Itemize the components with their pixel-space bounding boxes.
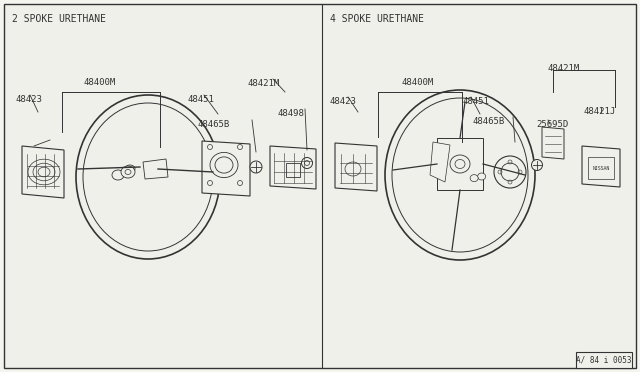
- Ellipse shape: [385, 90, 535, 260]
- Text: 48400M: 48400M: [402, 78, 434, 87]
- Text: 25695D: 25695D: [536, 120, 568, 129]
- Text: 48423: 48423: [330, 97, 357, 106]
- Ellipse shape: [305, 160, 310, 166]
- Polygon shape: [22, 146, 64, 198]
- Ellipse shape: [455, 160, 465, 169]
- Text: 48465B: 48465B: [473, 117, 505, 126]
- Polygon shape: [542, 127, 564, 159]
- Polygon shape: [437, 138, 483, 190]
- Ellipse shape: [125, 170, 131, 174]
- Text: 2 SPOKE URETHANE: 2 SPOKE URETHANE: [12, 14, 106, 24]
- Ellipse shape: [121, 166, 135, 178]
- Text: 48498: 48498: [278, 109, 305, 118]
- Ellipse shape: [477, 173, 486, 180]
- Polygon shape: [430, 142, 450, 182]
- Ellipse shape: [450, 155, 470, 173]
- Ellipse shape: [470, 174, 478, 182]
- Text: 4 SPOKE URETHANE: 4 SPOKE URETHANE: [330, 14, 424, 24]
- Text: 48423: 48423: [15, 95, 42, 104]
- Ellipse shape: [435, 168, 444, 175]
- Ellipse shape: [531, 160, 543, 170]
- Ellipse shape: [250, 161, 262, 173]
- Text: 48421J: 48421J: [584, 107, 616, 116]
- Bar: [588, 157, 614, 179]
- Text: 48451: 48451: [188, 95, 215, 104]
- Polygon shape: [202, 141, 250, 196]
- Polygon shape: [143, 159, 168, 179]
- Ellipse shape: [301, 157, 312, 169]
- Ellipse shape: [112, 170, 124, 180]
- Text: 48421M: 48421M: [248, 79, 280, 88]
- Polygon shape: [582, 146, 620, 187]
- Ellipse shape: [494, 156, 526, 188]
- Bar: [576, 352, 632, 368]
- Ellipse shape: [125, 165, 135, 173]
- Bar: [286, 163, 300, 177]
- Text: NISSAN: NISSAN: [593, 166, 610, 170]
- Polygon shape: [335, 143, 377, 191]
- Ellipse shape: [501, 163, 519, 181]
- Text: A/ 84 i 0053: A/ 84 i 0053: [576, 356, 632, 365]
- Ellipse shape: [76, 95, 220, 259]
- Polygon shape: [270, 146, 316, 189]
- Text: 48465B: 48465B: [198, 120, 230, 129]
- Text: 48421M: 48421M: [548, 64, 580, 73]
- Ellipse shape: [392, 98, 528, 252]
- Text: 48400M: 48400M: [84, 78, 116, 87]
- Text: 48451: 48451: [463, 97, 490, 106]
- Ellipse shape: [83, 103, 213, 251]
